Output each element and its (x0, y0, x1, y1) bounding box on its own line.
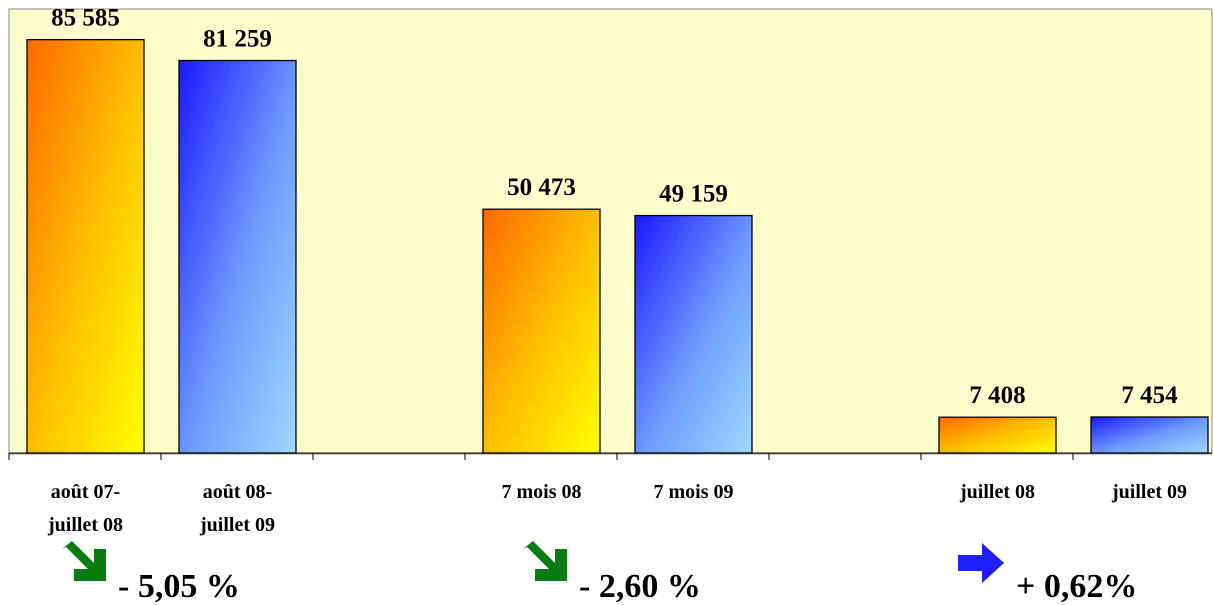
x-tick-label: août 07-juillet 08 (47, 481, 123, 536)
arrow-right-icon (958, 543, 1004, 583)
bar (634, 214, 753, 454)
x-tick-label: août 08-juillet 09 (199, 481, 275, 536)
data-label: 85 585 (51, 5, 120, 32)
bar (482, 208, 601, 454)
change-label: - 2,60 % (579, 568, 701, 605)
data-label: 50 473 (507, 174, 576, 201)
data-label: 81 259 (203, 26, 272, 53)
x-tick-label: juillet 09 (1111, 481, 1187, 503)
arrow-down-right-icon (62, 541, 106, 581)
x-tick-label: 7 mois 08 (502, 481, 582, 503)
bar (1090, 416, 1209, 454)
data-label: 49 159 (659, 181, 728, 208)
data-label: 7 454 (1121, 382, 1178, 409)
arrow-down-right-icon (523, 541, 567, 581)
x-tick-label: juillet 08 (959, 481, 1035, 503)
x-tick-label: 7 mois 09 (654, 481, 734, 503)
change-label: - 5,05 % (118, 568, 240, 605)
bar (938, 416, 1057, 454)
bar (26, 38, 145, 454)
change-label: + 0,62% (1016, 568, 1137, 605)
data-label: 7 408 (969, 382, 1025, 409)
bar (178, 59, 297, 454)
